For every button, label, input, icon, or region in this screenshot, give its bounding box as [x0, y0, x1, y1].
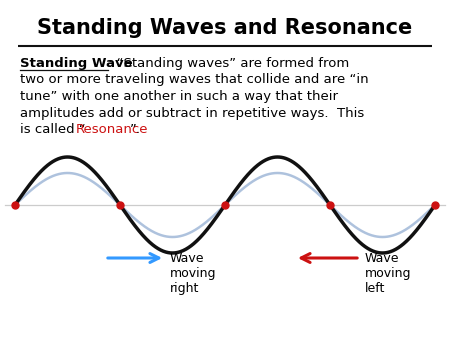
- Text: Standing Wave: Standing Wave: [20, 57, 133, 70]
- Text: Wave
moving
right: Wave moving right: [170, 252, 216, 295]
- Text: two or more traveling waves that collide and are “in: two or more traveling waves that collide…: [20, 73, 369, 87]
- Text: Wave
moving
left: Wave moving left: [365, 252, 411, 295]
- Text: ”.: ”.: [130, 123, 141, 136]
- Text: amplitudes add or subtract in repetitive ways.  This: amplitudes add or subtract in repetitive…: [20, 106, 364, 120]
- Text: is called “: is called “: [20, 123, 86, 136]
- Text: : “Standing waves” are formed from: : “Standing waves” are formed from: [108, 57, 349, 70]
- Text: tune” with one another in such a way that their: tune” with one another in such a way tha…: [20, 90, 338, 103]
- Text: Resonance: Resonance: [76, 123, 148, 136]
- Text: Standing Waves and Resonance: Standing Waves and Resonance: [37, 18, 413, 38]
